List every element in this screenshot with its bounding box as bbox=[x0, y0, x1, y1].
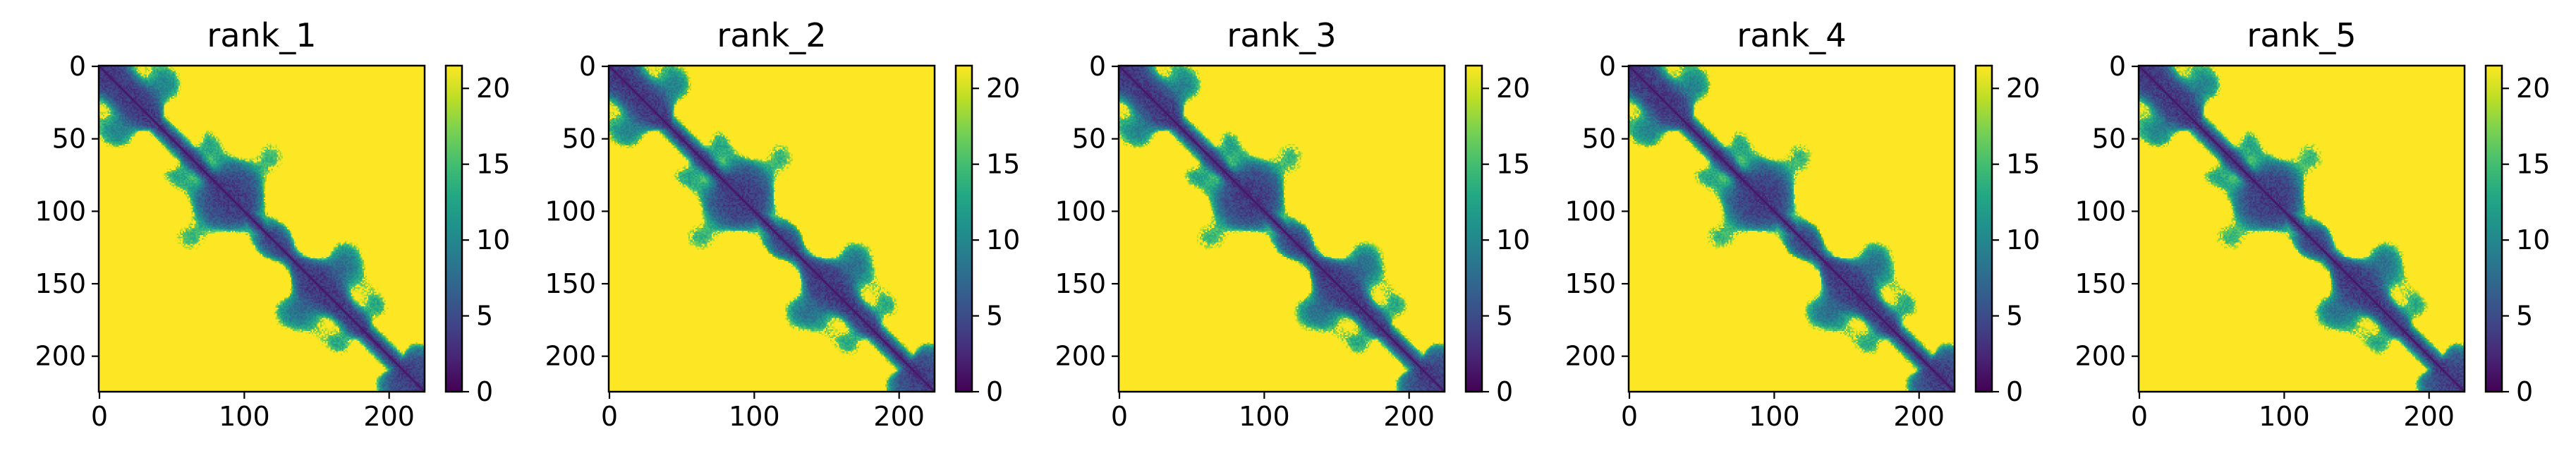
colorbar-tick-label: 20 bbox=[2006, 73, 2040, 104]
y-tick-label: 150 bbox=[545, 268, 596, 299]
panel-title: rank_2 bbox=[717, 16, 826, 54]
y-tick-label: 50 bbox=[1072, 124, 1106, 155]
colorbar-frame bbox=[954, 64, 973, 393]
colorbar-tick-label: 20 bbox=[476, 73, 510, 104]
y-tick-label: 0 bbox=[2109, 51, 2126, 82]
y-tick-label: 100 bbox=[545, 196, 596, 227]
colorbar-tick-label: 10 bbox=[476, 224, 510, 255]
colorbar bbox=[1976, 66, 1992, 392]
y-tick-label: 200 bbox=[1565, 341, 1616, 372]
plot-frame bbox=[2137, 64, 2466, 393]
x-tick-label: 200 bbox=[363, 401, 415, 432]
x-tick-label: 100 bbox=[2259, 401, 2310, 432]
colorbar bbox=[956, 66, 972, 392]
colorbar-frame bbox=[1974, 64, 1993, 393]
y-tick-label: 200 bbox=[35, 341, 86, 372]
x-tick-label: 200 bbox=[1893, 401, 1945, 432]
colorbar-tick-label: 10 bbox=[2516, 224, 2550, 255]
colorbar-frame bbox=[444, 64, 463, 393]
colorbar-tick-label: 0 bbox=[1496, 376, 1513, 407]
heatmap-image bbox=[1119, 66, 1445, 392]
y-tick-label: 0 bbox=[1599, 51, 1616, 82]
panel-title: rank_1 bbox=[207, 16, 316, 54]
colorbar-tick-label: 0 bbox=[2006, 376, 2023, 407]
x-tick-label: 100 bbox=[1239, 401, 1290, 432]
y-tick-label: 50 bbox=[562, 124, 596, 155]
plot-frame bbox=[607, 64, 936, 393]
y-tick-label: 200 bbox=[545, 341, 596, 372]
colorbar-tick-label: 15 bbox=[2516, 149, 2550, 180]
colorbar-tick-label: 10 bbox=[1496, 224, 1530, 255]
colorbar-tick-label: 0 bbox=[2516, 376, 2533, 407]
x-tick-label: 0 bbox=[91, 401, 108, 432]
colorbar-frame bbox=[1464, 64, 1483, 393]
y-tick-label: 50 bbox=[1582, 124, 1616, 155]
x-tick-label: 100 bbox=[729, 401, 780, 432]
heatmap-image bbox=[2139, 66, 2465, 392]
colorbar-tick-label: 20 bbox=[2516, 73, 2550, 104]
colorbar-tick-label: 20 bbox=[1496, 73, 1530, 104]
x-tick-label: 200 bbox=[873, 401, 925, 432]
x-tick-label: 200 bbox=[1383, 401, 1435, 432]
colorbar-tick-label: 5 bbox=[476, 301, 493, 332]
colorbar-tick-label: 10 bbox=[986, 224, 1020, 255]
y-tick-label: 150 bbox=[35, 268, 86, 299]
x-tick-label: 0 bbox=[1621, 401, 1638, 432]
colorbar-tick-label: 15 bbox=[1496, 149, 1530, 180]
panel-title: rank_5 bbox=[2247, 16, 2356, 54]
plot-frame bbox=[1117, 64, 1446, 393]
colorbar-tick-label: 5 bbox=[1496, 301, 1513, 332]
x-tick-label: 0 bbox=[1111, 401, 1128, 432]
colorbar-tick-label: 0 bbox=[476, 376, 493, 407]
colorbar-tick-label: 15 bbox=[986, 149, 1020, 180]
y-tick-label: 100 bbox=[35, 196, 86, 227]
y-tick-label: 0 bbox=[69, 51, 86, 82]
x-tick-label: 200 bbox=[2403, 401, 2455, 432]
x-tick-label: 100 bbox=[1749, 401, 1800, 432]
y-tick-label: 200 bbox=[2074, 341, 2126, 372]
x-tick-label: 100 bbox=[219, 401, 270, 432]
y-tick-label: 50 bbox=[2092, 124, 2126, 155]
colorbar bbox=[446, 66, 462, 392]
y-tick-label: 0 bbox=[579, 51, 596, 82]
y-tick-label: 150 bbox=[2074, 268, 2126, 299]
plot-frame bbox=[97, 64, 426, 393]
y-tick-label: 150 bbox=[1565, 268, 1616, 299]
panel-title: rank_3 bbox=[1227, 16, 1336, 54]
colorbar-tick-label: 10 bbox=[2006, 224, 2040, 255]
y-tick-label: 100 bbox=[1055, 196, 1106, 227]
colorbar-tick-label: 15 bbox=[476, 149, 510, 180]
y-tick-label: 200 bbox=[1055, 341, 1106, 372]
colorbar-tick-label: 5 bbox=[986, 301, 1003, 332]
heatmap-image bbox=[1629, 66, 1955, 392]
colorbar-tick-label: 20 bbox=[986, 73, 1020, 104]
colorbar bbox=[1466, 66, 1482, 392]
y-tick-label: 100 bbox=[1565, 196, 1616, 227]
y-tick-label: 50 bbox=[52, 124, 86, 155]
plot-frame bbox=[1627, 64, 1956, 393]
y-tick-label: 150 bbox=[1055, 268, 1106, 299]
colorbar-frame bbox=[2484, 64, 2503, 393]
heatmap-image bbox=[99, 66, 425, 392]
x-tick-label: 0 bbox=[2131, 401, 2148, 432]
colorbar-tick-label: 5 bbox=[2516, 301, 2533, 332]
x-tick-label: 0 bbox=[601, 401, 618, 432]
colorbar-tick-label: 15 bbox=[2006, 149, 2040, 180]
heatmap-image bbox=[609, 66, 935, 392]
colorbar-tick-label: 5 bbox=[2006, 301, 2023, 332]
panel-title: rank_4 bbox=[1737, 16, 1846, 54]
colorbar-tick-label: 0 bbox=[986, 376, 1003, 407]
y-tick-label: 100 bbox=[2074, 196, 2126, 227]
colorbar bbox=[2486, 66, 2502, 392]
y-tick-label: 0 bbox=[1089, 51, 1106, 82]
